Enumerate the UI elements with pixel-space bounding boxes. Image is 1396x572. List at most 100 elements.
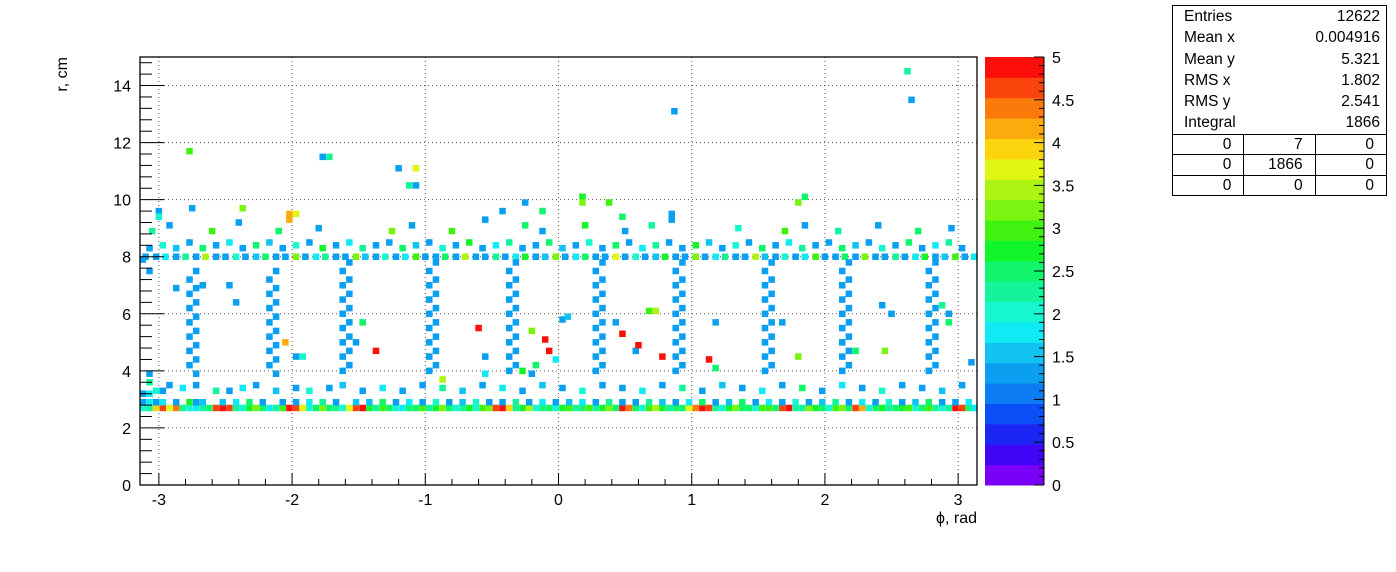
x-tick-label: 3: [954, 492, 963, 509]
heatmap-cell: [872, 399, 879, 406]
stats-row: Integral 1866: [1173, 112, 1386, 133]
heatmap-cell: [832, 253, 839, 260]
heatmap-cell: [346, 259, 353, 266]
heatmap-cell: [785, 239, 793, 246]
heatmap-cell: [652, 242, 659, 249]
heatmap-cell: [672, 324, 679, 332]
heatmap-cell: [386, 404, 393, 412]
heatmap-cell: [699, 404, 706, 412]
heatmap-cell: [805, 404, 813, 412]
palette-swatch: [985, 199, 1044, 221]
heatmap-cell: [679, 319, 686, 326]
heatmap-cell: [572, 253, 580, 260]
heatmap-cell: [426, 310, 433, 318]
heatmap-cell: [166, 404, 173, 412]
heatmap-cell: [139, 404, 147, 412]
heatmap-cell: [386, 239, 393, 246]
heatmap-cell: [932, 290, 939, 298]
heatmap-cell: [952, 253, 959, 260]
heatmap-cell: [761, 282, 769, 289]
heatmap-cell: [432, 319, 440, 326]
heatmap-cell: [262, 253, 269, 260]
heatmap-cell: [592, 296, 600, 303]
heatmap-cell: [858, 399, 866, 406]
heatmap-cell: [838, 244, 846, 252]
heatmap-cell: [619, 404, 626, 412]
heatmap-cell: [745, 239, 753, 246]
heatmap-cell: [885, 404, 893, 412]
heatmap-cell: [645, 307, 653, 315]
palette-swatch: [985, 138, 1044, 160]
heatmap-cell: [795, 353, 802, 360]
heatmap-cell: [512, 333, 520, 340]
heatmap-cell: [681, 253, 689, 260]
heatmap-cell: [452, 253, 460, 260]
heatmap-cell: [412, 404, 420, 412]
heatmap-cell: [306, 399, 313, 406]
heatmap-cell: [761, 339, 769, 346]
heatmap-cell: [512, 276, 520, 283]
heatmap-cell: [585, 239, 593, 246]
heatmap-cell: [459, 387, 466, 395]
heatmap-cell: [841, 253, 849, 260]
heatmap-cell: [505, 339, 513, 346]
heatmap-cell: [965, 399, 973, 406]
heatmap-cell: [792, 399, 799, 406]
heatmap-cell: [399, 404, 406, 412]
heatmap-cell: [286, 216, 293, 223]
heatmap-cell: [272, 341, 280, 349]
heatmap-cell: [752, 399, 759, 406]
heatmap-cell: [346, 290, 353, 298]
heatmap-cell: [888, 310, 895, 318]
grid-lines: [140, 57, 977, 485]
heatmap-cell: [701, 253, 709, 260]
stats-grid-cell: 0: [1173, 175, 1245, 196]
heatmap-cell: [838, 310, 846, 318]
x-axis-title: ϕ, rad: [936, 510, 977, 527]
heatmap-cell: [432, 399, 440, 406]
heatmap-cell: [252, 381, 260, 389]
heatmap-cell: [838, 339, 846, 346]
y-tick-label: 4: [122, 364, 131, 381]
heatmap-cell: [772, 404, 779, 412]
heatmap-cell: [459, 399, 466, 406]
heatmap-cell: [945, 239, 953, 246]
heatmap-cell: [259, 404, 267, 412]
heatmap-cell: [592, 339, 600, 346]
heatmap-cell: [146, 404, 153, 412]
heatmap-cell: [968, 359, 975, 366]
heatmap-cell: [872, 253, 879, 260]
palette-tick-label: 2.5: [1052, 264, 1074, 281]
heatmap-cell: [379, 399, 386, 406]
heatmap-cell: [432, 276, 440, 283]
stats-row: RMS x 1.802: [1173, 70, 1386, 91]
heatmap-cell: [192, 356, 200, 363]
heatmap-cell: [192, 327, 200, 335]
stats-grid-cell: 0: [1173, 155, 1245, 175]
heatmap-cell: [552, 404, 560, 412]
heatmap-cell: [739, 384, 746, 392]
heatmap-cell: [266, 276, 273, 283]
heatmap-cell: [339, 404, 346, 412]
heatmap-cell: [292, 253, 300, 260]
heatmap-cell: [539, 227, 546, 235]
heatmap-cell: [970, 253, 978, 260]
heatmap-cell: [925, 367, 933, 375]
heatmap-cell: [705, 239, 713, 246]
heatmap-cell: [679, 276, 686, 283]
heatmap-cell: [799, 404, 806, 412]
heatmap-cell: [585, 404, 593, 412]
heatmap-cell: [346, 276, 353, 283]
heatmap-cell: [699, 387, 706, 395]
heatmap-cell: [852, 253, 859, 260]
heatmap-cell: [645, 404, 653, 412]
heatmap-cell: [266, 404, 273, 412]
heatmap-cell: [459, 404, 466, 412]
heatmap-cell: [462, 253, 469, 260]
heatmap-cell: [672, 296, 679, 303]
heatmap-cell: [612, 253, 620, 260]
stats-row: Entries 12622: [1173, 6, 1386, 27]
heatmap-cell: [339, 282, 346, 289]
